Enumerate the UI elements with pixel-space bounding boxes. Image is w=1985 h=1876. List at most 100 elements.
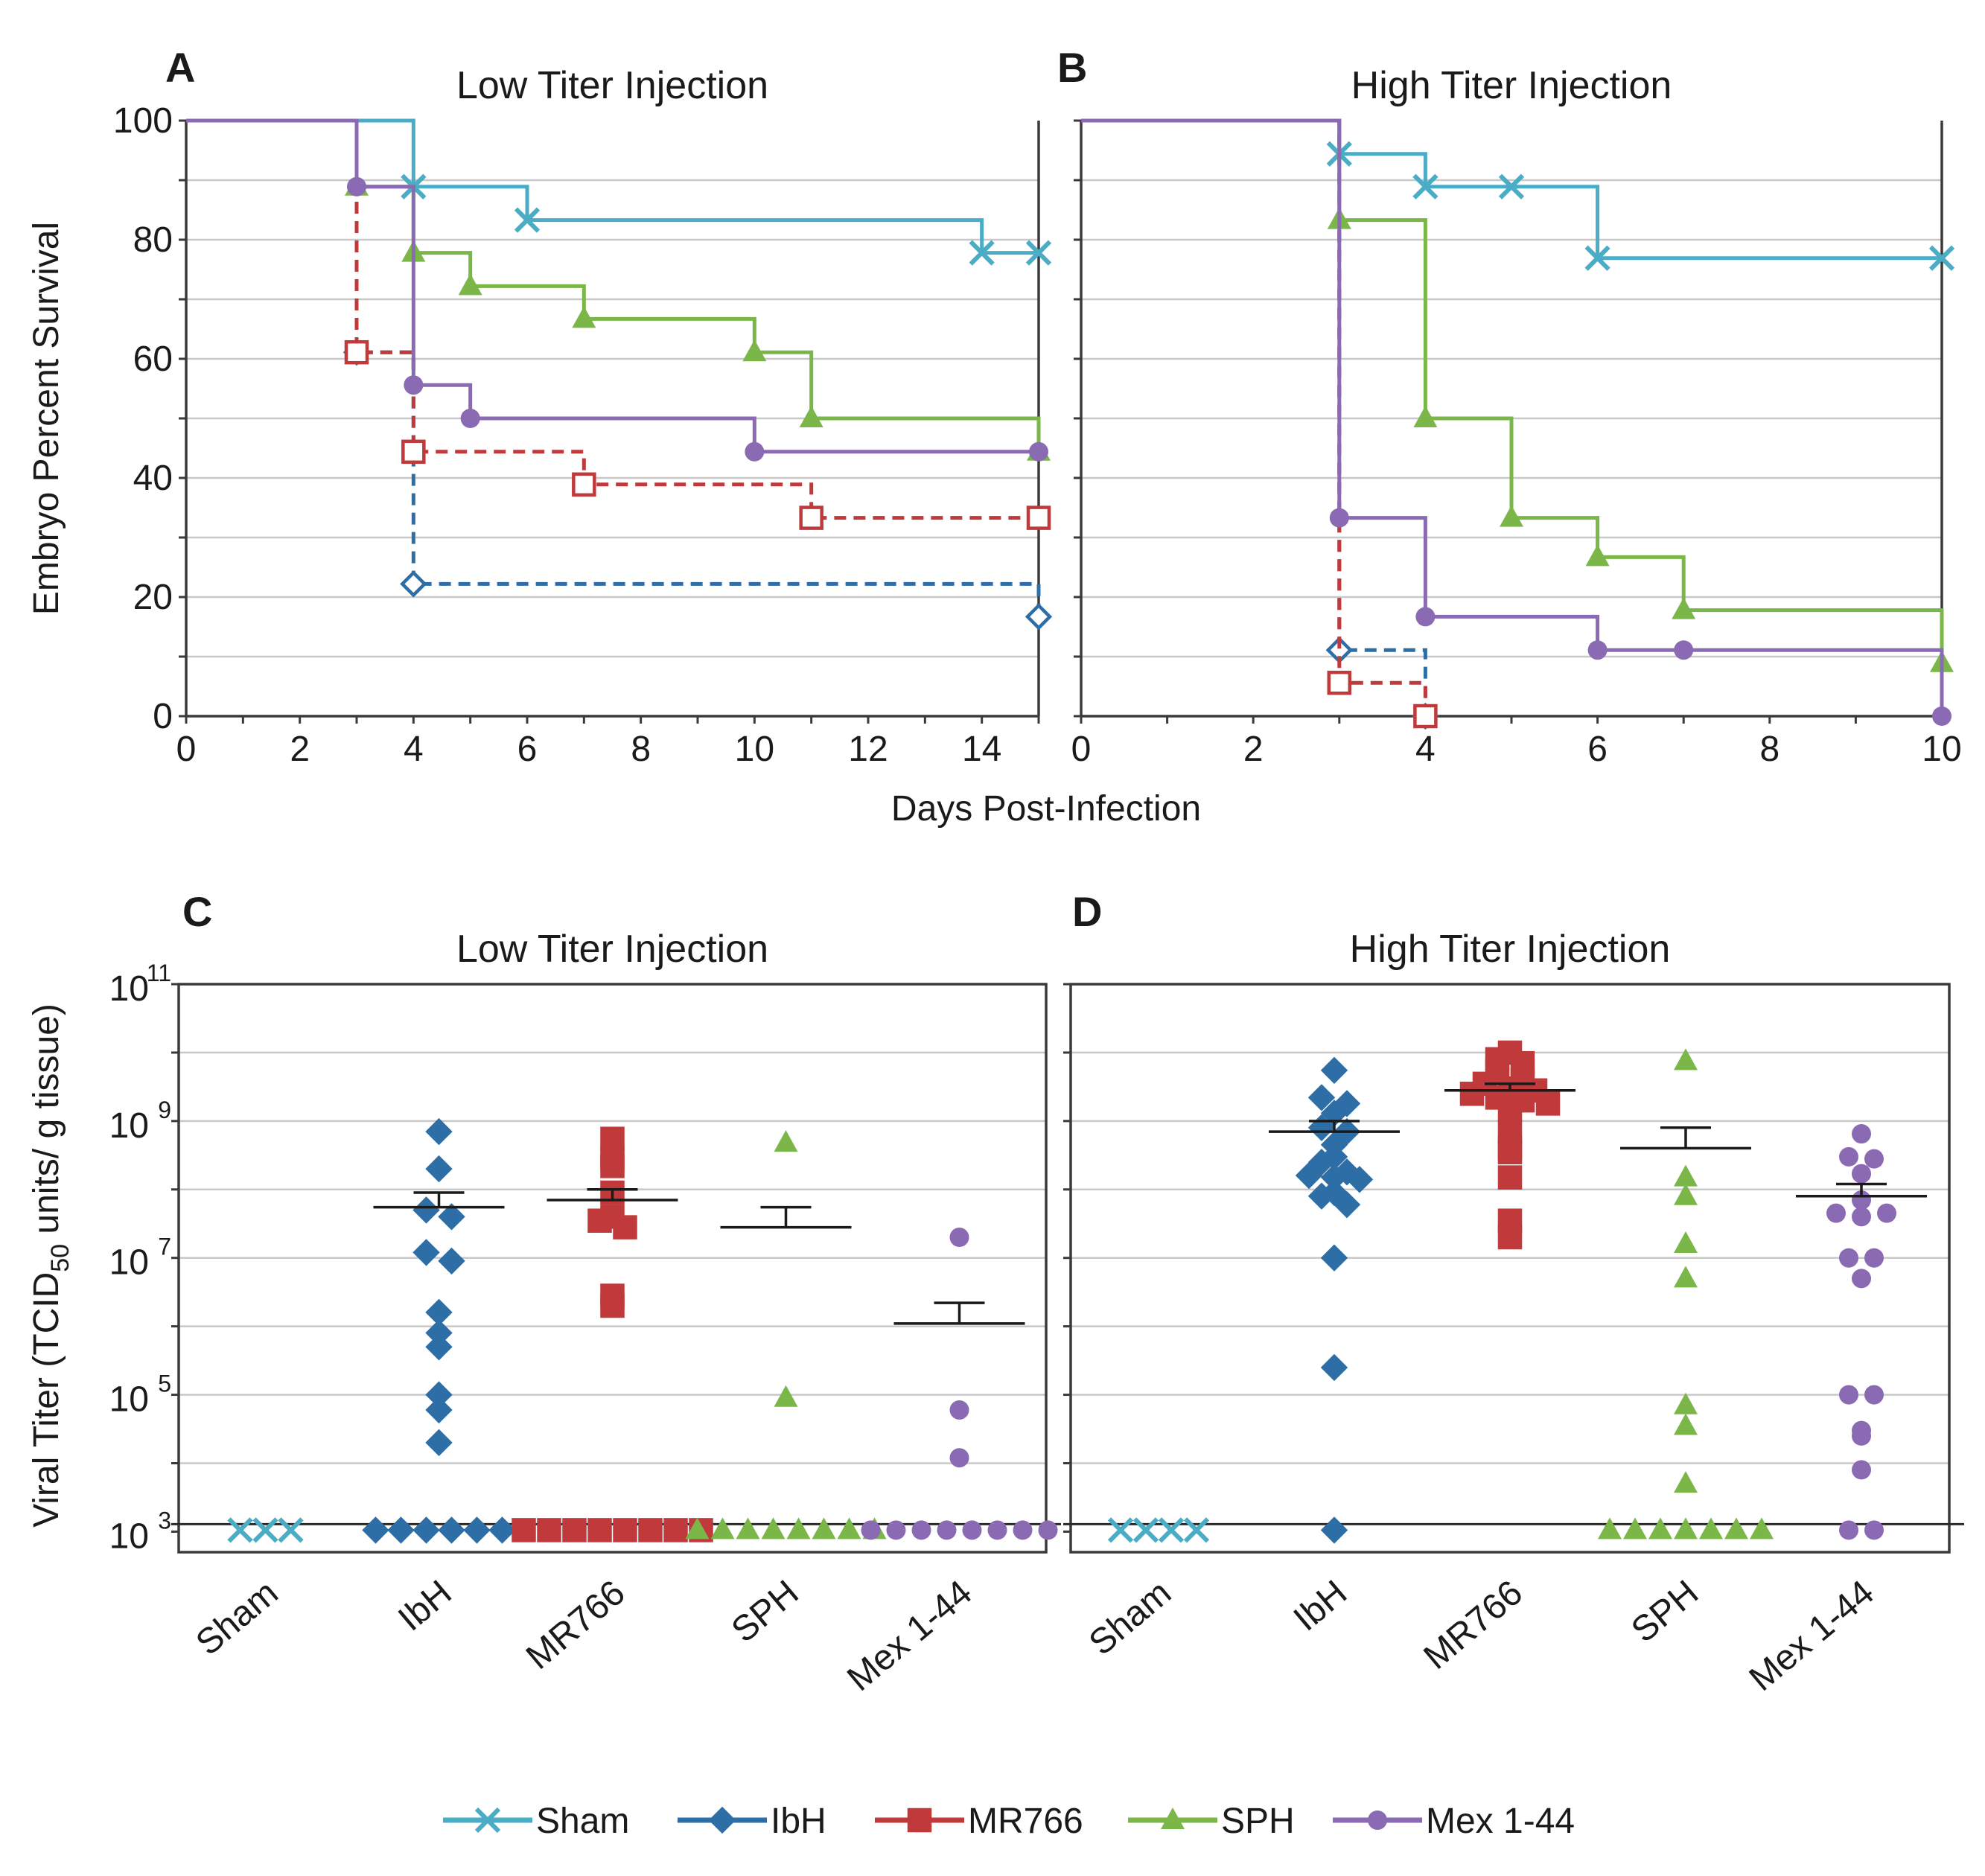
data-point-ibh bbox=[1320, 1244, 1348, 1272]
point-mex-1-44 bbox=[745, 441, 765, 462]
category-label: IbH bbox=[391, 1573, 459, 1639]
series-line-sph bbox=[186, 118, 1041, 452]
point-sph bbox=[1413, 406, 1438, 427]
data-point-mr766 bbox=[562, 1518, 587, 1542]
data-point-mex-1-44 bbox=[1852, 1460, 1871, 1480]
category-label: IbH bbox=[1287, 1573, 1354, 1639]
data-point-sham bbox=[1183, 1517, 1210, 1543]
point-sham-stroke-b bbox=[514, 207, 541, 233]
data-point-sph bbox=[1699, 1517, 1723, 1540]
data-point-ibh bbox=[488, 1516, 516, 1544]
x-tick-label: 4 bbox=[404, 730, 424, 769]
data-point-ibh bbox=[1320, 1353, 1348, 1382]
data-point-mex-1-44 bbox=[949, 1400, 969, 1420]
y-tick-label: 20 bbox=[133, 578, 173, 617]
data-point-sph bbox=[837, 1517, 861, 1540]
data-point-ibh bbox=[1333, 1158, 1361, 1186]
category-label: MR766 bbox=[1416, 1573, 1530, 1677]
point-mr766 bbox=[799, 505, 823, 530]
data-point-ibh bbox=[1320, 1131, 1348, 1158]
legend-item-sham: Sham bbox=[443, 1802, 629, 1841]
data-point-ibh bbox=[438, 1203, 465, 1231]
point-sham-stroke-b bbox=[1584, 245, 1610, 271]
legend-label: Sham bbox=[536, 1802, 629, 1841]
data-point-ibh bbox=[425, 1333, 453, 1361]
data-point-mex-1-44 bbox=[1839, 1520, 1858, 1540]
data-point-mex-1-44 bbox=[1852, 1164, 1871, 1184]
data-point-mex-1-44 bbox=[1013, 1520, 1033, 1540]
data-point-sph bbox=[710, 1517, 735, 1540]
data-point-sph bbox=[1674, 1164, 1698, 1187]
data-point-sham bbox=[1158, 1517, 1185, 1543]
data-point-sph bbox=[1750, 1517, 1774, 1540]
data-point-ibh bbox=[1295, 1161, 1323, 1190]
point-mr766 bbox=[1413, 704, 1438, 729]
category-label: Sham bbox=[1082, 1573, 1179, 1663]
data-point-mex-1-44 bbox=[1877, 1203, 1896, 1223]
series-line-ibh bbox=[186, 118, 1041, 617]
data-point-mex-1-44 bbox=[1864, 1149, 1884, 1169]
x-tick-label: 8 bbox=[631, 730, 651, 769]
data-point-mex-1-44 bbox=[911, 1520, 931, 1540]
x-axis-title: Days Post-Infection bbox=[891, 789, 1201, 829]
data-point-ibh bbox=[412, 1239, 440, 1266]
point-mex-1-44 bbox=[1029, 441, 1048, 462]
legend-marker bbox=[708, 1806, 736, 1834]
y-tick-label: 10 bbox=[109, 1106, 149, 1146]
data-point-sph bbox=[761, 1517, 786, 1540]
y-tick-exponent: 7 bbox=[158, 1234, 171, 1260]
data-point-mr766 bbox=[638, 1518, 663, 1542]
data-point-sham bbox=[252, 1517, 278, 1543]
data-point-ibh bbox=[463, 1516, 491, 1544]
data-point-mex-1-44 bbox=[1839, 1146, 1858, 1167]
data-point-ibh bbox=[1320, 1178, 1348, 1207]
data-point-ibh bbox=[425, 1396, 453, 1424]
point-sham-stroke-b bbox=[969, 240, 995, 266]
panel-title: High Titer Injection bbox=[1351, 64, 1672, 107]
data-point-sham bbox=[227, 1517, 253, 1543]
legend-item-mr766: MR766 bbox=[875, 1802, 1083, 1841]
data-point-mex-1-44 bbox=[1839, 1248, 1858, 1268]
data-point-ibh bbox=[425, 1298, 453, 1327]
data-point-sph bbox=[774, 1130, 798, 1152]
y-tick-label: 10 bbox=[109, 1516, 149, 1556]
legend-label: IbH bbox=[771, 1802, 826, 1841]
data-point-mex-1-44 bbox=[1839, 1385, 1858, 1405]
x-tick-label: 4 bbox=[1415, 730, 1436, 769]
legend-label: MR766 bbox=[968, 1802, 1083, 1841]
data-point-sph bbox=[1674, 1266, 1698, 1288]
category-label: SPH bbox=[724, 1573, 806, 1650]
data-point-mr766 bbox=[600, 1146, 625, 1171]
data-point-mr766 bbox=[663, 1518, 688, 1542]
data-point-ibh bbox=[1307, 1084, 1336, 1111]
y-tick-label: 10 bbox=[109, 969, 149, 1009]
data-point-sham-stroke-b bbox=[1132, 1517, 1159, 1543]
data-point-mr766 bbox=[613, 1518, 637, 1542]
x-tick-label: 6 bbox=[1587, 730, 1608, 769]
point-sham bbox=[1025, 240, 1052, 266]
panel-b: 0 2 4 6 8 10 High Titer Injection B bbox=[1057, 44, 1962, 769]
data-point-ibh bbox=[412, 1516, 440, 1544]
data-point-ibh bbox=[425, 1117, 453, 1146]
data-point-mex-1-44 bbox=[886, 1520, 906, 1540]
y-tick-label: 0 bbox=[153, 697, 173, 736]
data-point-mr766 bbox=[537, 1518, 561, 1542]
panel-letter: B bbox=[1057, 44, 1087, 91]
data-point-sph bbox=[1674, 1517, 1698, 1540]
x-tick-label: 14 bbox=[962, 730, 1001, 769]
point-ibh bbox=[400, 570, 427, 598]
x-tick-label: 10 bbox=[735, 730, 774, 769]
point-sham bbox=[1584, 245, 1610, 271]
data-point-sph bbox=[812, 1517, 836, 1540]
data-point-ibh bbox=[1333, 1190, 1361, 1219]
data-point-ibh bbox=[438, 1247, 465, 1275]
legend-marker bbox=[1368, 1810, 1387, 1830]
legend: Sham IbH MR766 SPH Mex 1-44 bbox=[443, 1802, 1575, 1841]
legend-item-sph: SPH bbox=[1128, 1802, 1295, 1841]
x-tick-label: 8 bbox=[1759, 730, 1780, 769]
data-point-sph bbox=[685, 1517, 710, 1540]
data-point-sph bbox=[1724, 1517, 1748, 1540]
data-point-mex-1-44 bbox=[1038, 1520, 1058, 1540]
data-point-sham bbox=[278, 1517, 304, 1543]
